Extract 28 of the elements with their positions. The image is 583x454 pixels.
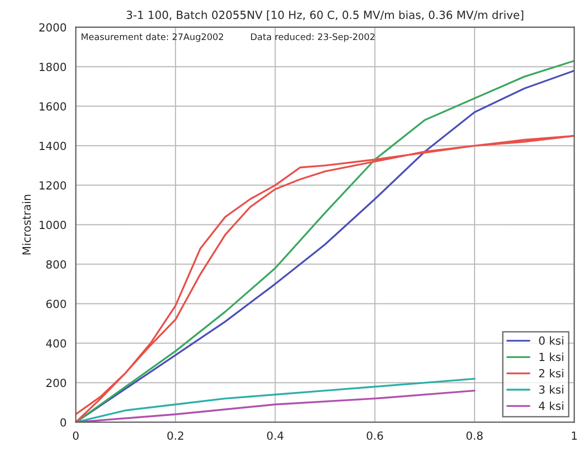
line-series	[76, 378, 476, 422]
chart-title: 3-1 100, Batch 02055NV [10 Hz, 60 C, 0.5 MV/m bias, 0.36 MV/m drive]	[126, 10, 524, 20]
y-axis-title: Microstrain	[22, 194, 31, 254]
legend-label: 2 ksi	[539, 368, 564, 378]
y-tick-label: 2000	[39, 23, 66, 32]
annotation: Measurement date: 27Aug2002	[82, 33, 224, 42]
x-tick-label: 0.2	[167, 431, 184, 440]
y-tick-label: 1000	[40, 220, 66, 230]
legend-label: 3 ksi	[539, 385, 564, 394]
y-tick-label: 1200	[40, 181, 66, 190]
x-tick-label: 0.8	[466, 431, 483, 440]
y-tick-label: 1600	[40, 102, 66, 111]
x-tick-label: 0.6	[366, 431, 384, 440]
y-tick-label: 600	[46, 300, 66, 308]
x-tick-label: 0.4	[267, 431, 284, 440]
line-series	[76, 390, 476, 422]
annotation: Data reduced: 23-Sep-2002	[251, 33, 374, 42]
legend-label: 1 ksi	[540, 352, 564, 362]
y-tick-label: 200	[46, 378, 66, 388]
legend-label: 0 ksi	[539, 336, 564, 345]
y-tick-label: 800	[46, 260, 66, 269]
x-tick-label: 0	[72, 431, 79, 440]
legend-label: 4 ksi	[538, 401, 564, 410]
y-tick-label: 400	[46, 339, 66, 348]
y-tick-label: 1400	[40, 142, 66, 150]
x-tick-label: 1	[572, 432, 577, 440]
y-tick-label: 1800	[40, 62, 66, 72]
y-tick-label: 0	[60, 418, 66, 427]
